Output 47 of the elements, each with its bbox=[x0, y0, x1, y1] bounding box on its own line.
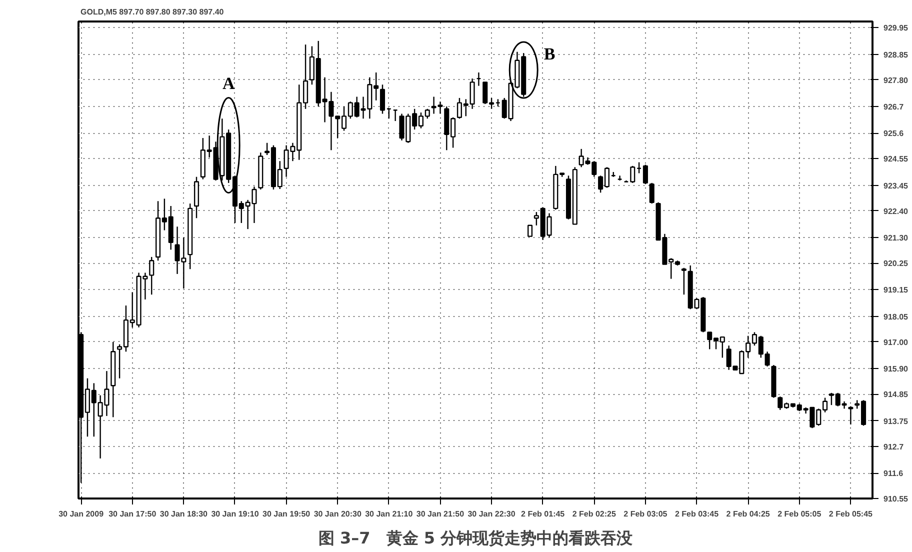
y-tick-label: 925.6 bbox=[884, 129, 904, 138]
x-tick-label: 2 Feb 04:25 bbox=[726, 510, 770, 518]
candlestick bbox=[681, 267, 686, 296]
y-tick-label: 918.05 bbox=[884, 312, 909, 322]
y-tick-label: 922.40 bbox=[884, 206, 909, 216]
y-tick-label: 928.85 bbox=[884, 50, 909, 60]
candlestick bbox=[642, 164, 648, 185]
y-tick-label: 921.30 bbox=[884, 234, 909, 243]
x-tick-label: 30 Jan 21:10 bbox=[365, 510, 414, 518]
candlestick bbox=[149, 256, 154, 296]
x-tick-label: 30 Jan 22:30 bbox=[468, 510, 516, 518]
y-tick-label: 917.00 bbox=[884, 338, 909, 347]
x-tick-label: 2 Feb 01:45 bbox=[521, 510, 566, 518]
y-tick-label: 929.95 bbox=[884, 24, 909, 33]
y-tick-label: 919.15 bbox=[884, 286, 909, 295]
x-tick-label: 2 Feb 03:05 bbox=[624, 510, 668, 518]
candlestick bbox=[380, 84, 386, 114]
x-tick-label: 2 Feb 05:45 bbox=[828, 510, 874, 518]
x-tick-label: 30 Jan 20:30 bbox=[314, 510, 362, 518]
y-tick-label: 927.80 bbox=[884, 76, 909, 85]
x-tick-label: 2 Feb 05:05 bbox=[778, 510, 822, 518]
x-tick-label: 2 Feb 03:45 bbox=[674, 510, 720, 518]
y-tick-label: 914.85 bbox=[884, 390, 909, 400]
y-tick-label: 920.25 bbox=[884, 259, 909, 268]
x-tick-label: 30 Jan 21:50 bbox=[416, 510, 465, 518]
annotation: A bbox=[222, 74, 236, 93]
x-tick-label: 30 Jan 18:30 bbox=[160, 510, 208, 518]
y-tick-label: 926.7 bbox=[884, 102, 904, 112]
text: 图 3–7 黄金 5 分钟现货走势中的看跌吞没 bbox=[318, 528, 634, 548]
y-tick-label: 911.6 bbox=[884, 469, 904, 478]
candlestick bbox=[848, 406, 854, 426]
annotation: B bbox=[544, 44, 556, 64]
y-tick-label: 923.45 bbox=[884, 181, 909, 190]
x-tick-label: 30 Jan 2009 bbox=[58, 510, 104, 518]
x-tick-label: 30 Jan 17:50 bbox=[108, 510, 157, 518]
x-tick-label: 30 Jan 19:10 bbox=[211, 510, 260, 518]
y-tick-label: 910.55 bbox=[884, 494, 909, 504]
x-tick-label: 2 Feb 02:25 bbox=[572, 510, 616, 518]
y-tick-label: 915.90 bbox=[884, 364, 909, 374]
candlestick bbox=[649, 182, 654, 204]
candlestick bbox=[527, 224, 533, 237]
candlestick bbox=[630, 165, 636, 184]
y-tick-label: 912.7 bbox=[884, 442, 904, 452]
y-tick-label: 913.75 bbox=[884, 416, 909, 426]
chart-subtitle: GOLD,M5 897.70 897.80 897.30 897.40 bbox=[80, 8, 224, 16]
y-tick-label: 924.55 bbox=[884, 154, 909, 164]
x-tick-label: 30 Jan 19:50 bbox=[262, 510, 311, 518]
